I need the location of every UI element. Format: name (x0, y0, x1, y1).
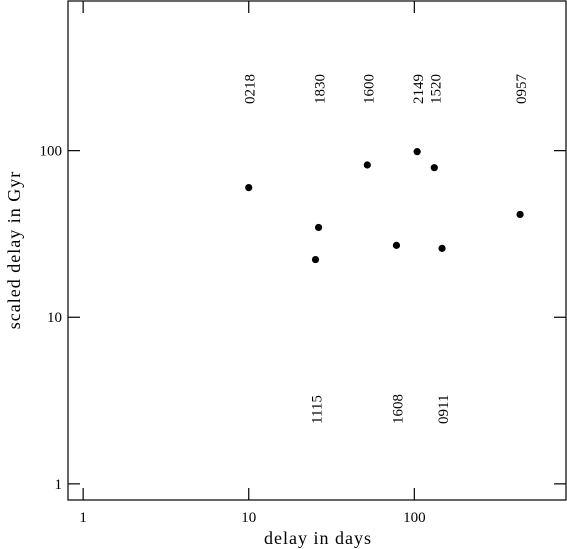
point (311, 255, 320, 264)
point (363, 161, 371, 169)
point-label: 0911 (436, 395, 452, 424)
point-label: 2149 (411, 74, 427, 104)
point-label: 0957 (514, 74, 530, 105)
x-tick-label: 10 (241, 510, 256, 526)
point (392, 241, 401, 249)
y-tick-label: 10 (47, 310, 62, 326)
x-tick-label: 100 (403, 510, 426, 526)
point-label: 0218 (243, 74, 259, 104)
point-label: 1600 (361, 74, 377, 104)
point-label: 1520 (428, 74, 444, 104)
y-axis-label: scaled delay in Gyr (4, 171, 24, 329)
point (245, 184, 253, 192)
point (314, 223, 323, 232)
y-tick-label: 1 (55, 477, 63, 493)
point (438, 244, 446, 252)
x-axis-label: delay in days (264, 528, 372, 548)
x-tick-label: 1 (79, 510, 87, 526)
point-label: 1115 (309, 395, 325, 424)
y-tick-label: 100 (40, 144, 63, 160)
point (430, 164, 438, 172)
point (413, 148, 421, 156)
point (516, 210, 524, 219)
point-label: 1608 (390, 394, 406, 424)
point-label: 1830 (313, 74, 329, 104)
plot-frame (67, 0, 567, 501)
